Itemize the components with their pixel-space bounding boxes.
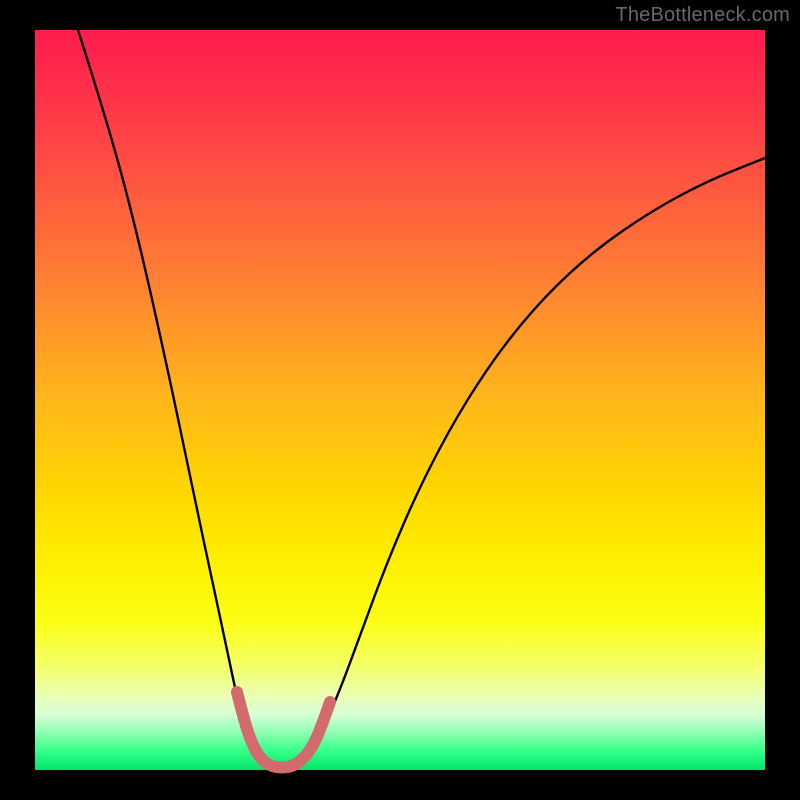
watermark-text: TheBottleneck.com: [615, 4, 790, 27]
stage: TheBottleneck.com: [0, 0, 800, 800]
bottleneck-chart: [0, 0, 800, 800]
chart-background: [35, 30, 765, 770]
